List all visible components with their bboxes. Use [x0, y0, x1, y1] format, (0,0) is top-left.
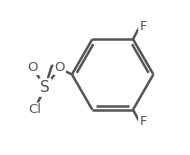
- Text: F: F: [139, 20, 147, 33]
- Text: O: O: [28, 61, 38, 74]
- Text: F: F: [139, 115, 147, 128]
- Text: Cl: Cl: [28, 103, 41, 116]
- Text: O: O: [54, 61, 65, 74]
- Text: S: S: [40, 80, 50, 95]
